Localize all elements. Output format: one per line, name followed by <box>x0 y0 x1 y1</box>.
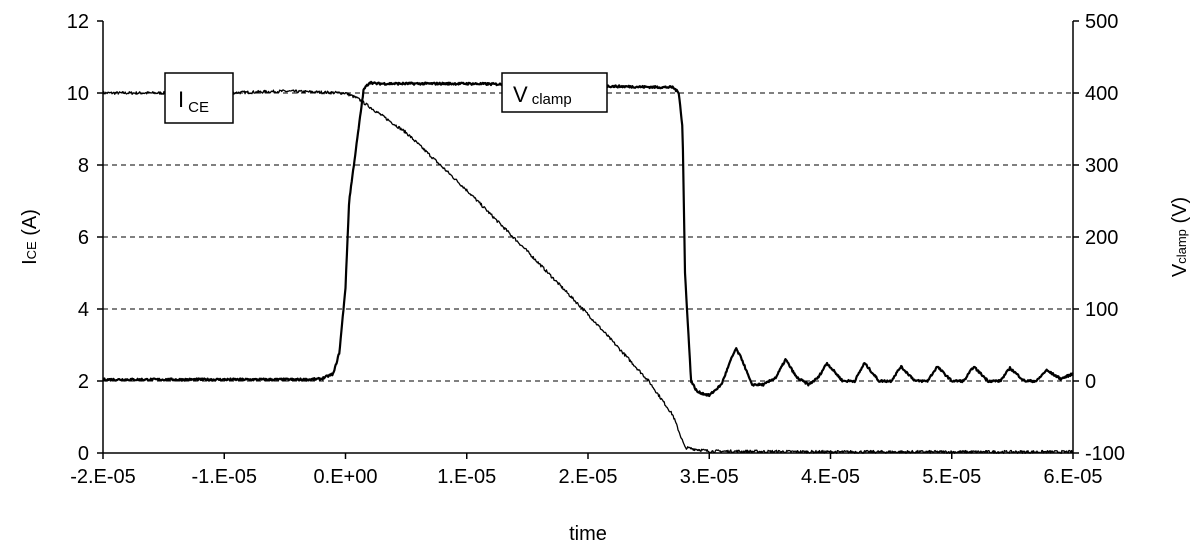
x-tick-label: -2.E-05 <box>70 466 136 488</box>
x-tick-label: 1.E-05 <box>437 466 496 488</box>
gridlines <box>103 92 1073 382</box>
series-label-vclamp-sub: clamp <box>532 91 572 108</box>
y-right-tick-label: 100 <box>1085 299 1118 321</box>
x-tick-label: 6.E-05 <box>1044 466 1103 488</box>
series-label-ice-sub: CE <box>188 99 209 116</box>
y-right-title-unit: (V) <box>1169 197 1191 229</box>
y-left-title-unit: (A) <box>19 209 41 241</box>
y-right-tick-label: 500 <box>1085 11 1118 33</box>
y-right-tick-label: -100 <box>1085 443 1125 465</box>
series-label-ice: I CE <box>164 72 234 124</box>
series-label-vclamp-main: V <box>513 82 528 107</box>
series-label-ice-box <box>164 72 234 124</box>
x-tick-label: 5.E-05 <box>922 466 981 488</box>
series-layer <box>102 80 1074 455</box>
y-left-title-main: I <box>19 259 41 265</box>
y-right-tick-label: 200 <box>1085 227 1118 249</box>
series-line-vclamp <box>102 80 1074 398</box>
y-right-tick-label: 0 <box>1085 371 1096 393</box>
y-right-title-main: V <box>1169 263 1191 277</box>
y-left-axis-title: ICE (A) <box>19 209 41 265</box>
y-left-tick-label: 0 <box>78 443 89 465</box>
x-tick-label: -1.E-05 <box>191 466 257 488</box>
svg-text:Vclamp: Vclamp <box>513 82 572 108</box>
series-label-ice-main: I <box>178 87 184 112</box>
x-tick-label: 0.E+00 <box>314 466 378 488</box>
y-left-tick-label: 12 <box>67 11 89 33</box>
y-left-tick-label: 2 <box>78 371 89 393</box>
series-line-ice <box>102 89 1074 455</box>
series-label-vclamp-box <box>501 72 608 113</box>
y-left-tick-label: 6 <box>78 227 89 249</box>
y-right-axis-title: Vclamp (V) <box>1169 197 1191 277</box>
y-right-title-sub: clamp <box>1174 229 1189 264</box>
y-left-tick-label: 10 <box>67 83 89 105</box>
x-axis-title: time <box>569 523 607 545</box>
y-right-tick-label: 400 <box>1085 83 1118 105</box>
y-left-tick-label: 4 <box>78 299 89 321</box>
x-tick-label: 4.E-05 <box>801 466 860 488</box>
y-left-tick-label: 8 <box>78 155 89 177</box>
x-tick-label: 2.E-05 <box>559 466 618 488</box>
svg-text:ICE: I CE <box>178 87 209 116</box>
y-left-title-sub: CE <box>24 241 39 259</box>
ticks: -2.E-05 -1.E-05 0.E+00 1.E-05 2.E-05 3.E-05 4.… <box>67 11 1125 488</box>
x-tick-label: 3.E-05 <box>680 466 739 488</box>
y-right-tick-label: 300 <box>1085 155 1118 177</box>
